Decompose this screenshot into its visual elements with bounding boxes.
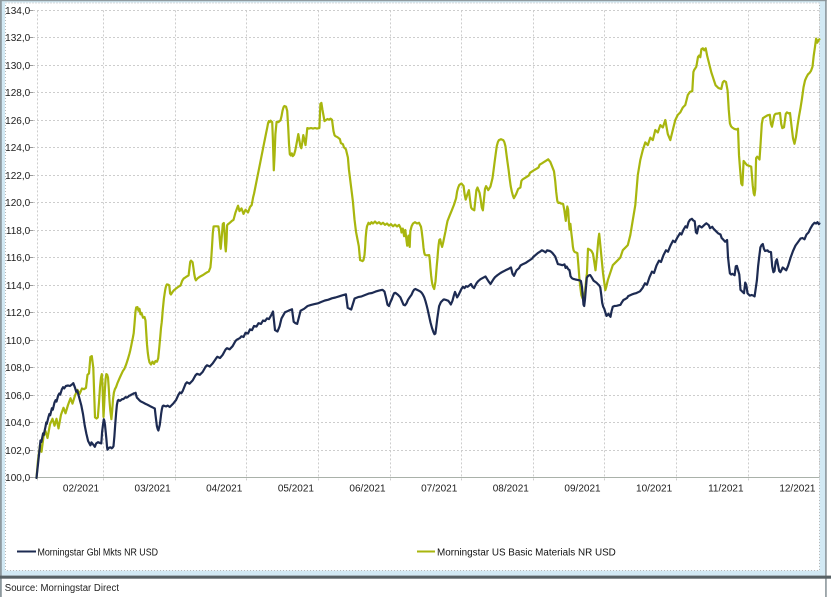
svg-text:100,0: 100,0 bbox=[5, 473, 30, 484]
svg-text:Source: Morningstar Direct: Source: Morningstar Direct bbox=[5, 583, 119, 594]
svg-text:02/2021: 02/2021 bbox=[63, 484, 100, 495]
svg-text:Morningstar Gbl Mkts NR USD: Morningstar Gbl Mkts NR USD bbox=[38, 548, 159, 559]
svg-text:11/2021: 11/2021 bbox=[708, 484, 744, 495]
svg-text:08/2021: 08/2021 bbox=[493, 484, 530, 495]
svg-text:05/2021: 05/2021 bbox=[278, 484, 315, 495]
svg-text:132,0: 132,0 bbox=[5, 33, 30, 44]
svg-text:04/2021: 04/2021 bbox=[206, 484, 243, 495]
svg-text:122,0: 122,0 bbox=[5, 171, 30, 182]
svg-text:116,0: 116,0 bbox=[6, 253, 31, 264]
svg-text:130,0: 130,0 bbox=[5, 61, 30, 72]
svg-text:09/2021: 09/2021 bbox=[564, 484, 601, 495]
svg-text:07/2021: 07/2021 bbox=[421, 484, 458, 495]
svg-text:128,0: 128,0 bbox=[5, 88, 30, 99]
svg-text:120,0: 120,0 bbox=[5, 198, 30, 209]
svg-text:102,0: 102,0 bbox=[5, 446, 30, 457]
svg-text:108,0: 108,0 bbox=[5, 363, 30, 374]
svg-text:134,0: 134,0 bbox=[5, 6, 30, 17]
svg-text:112,0: 112,0 bbox=[6, 308, 31, 319]
svg-text:10/2021: 10/2021 bbox=[636, 484, 673, 495]
svg-text:124,0: 124,0 bbox=[5, 143, 30, 154]
svg-text:118,0: 118,0 bbox=[6, 226, 31, 237]
svg-text:114,0: 114,0 bbox=[6, 281, 31, 292]
svg-text:03/2021: 03/2021 bbox=[135, 484, 172, 495]
svg-text:06/2021: 06/2021 bbox=[349, 484, 386, 495]
svg-text:110,0: 110,0 bbox=[6, 336, 31, 347]
svg-text:126,0: 126,0 bbox=[5, 116, 30, 127]
svg-text:104,0: 104,0 bbox=[5, 418, 30, 429]
svg-text:Morningstar US Basic Materials: Morningstar US Basic Materials NR USD bbox=[437, 548, 616, 559]
svg-text:12/2021: 12/2021 bbox=[779, 484, 816, 495]
svg-text:106,0: 106,0 bbox=[5, 391, 30, 402]
